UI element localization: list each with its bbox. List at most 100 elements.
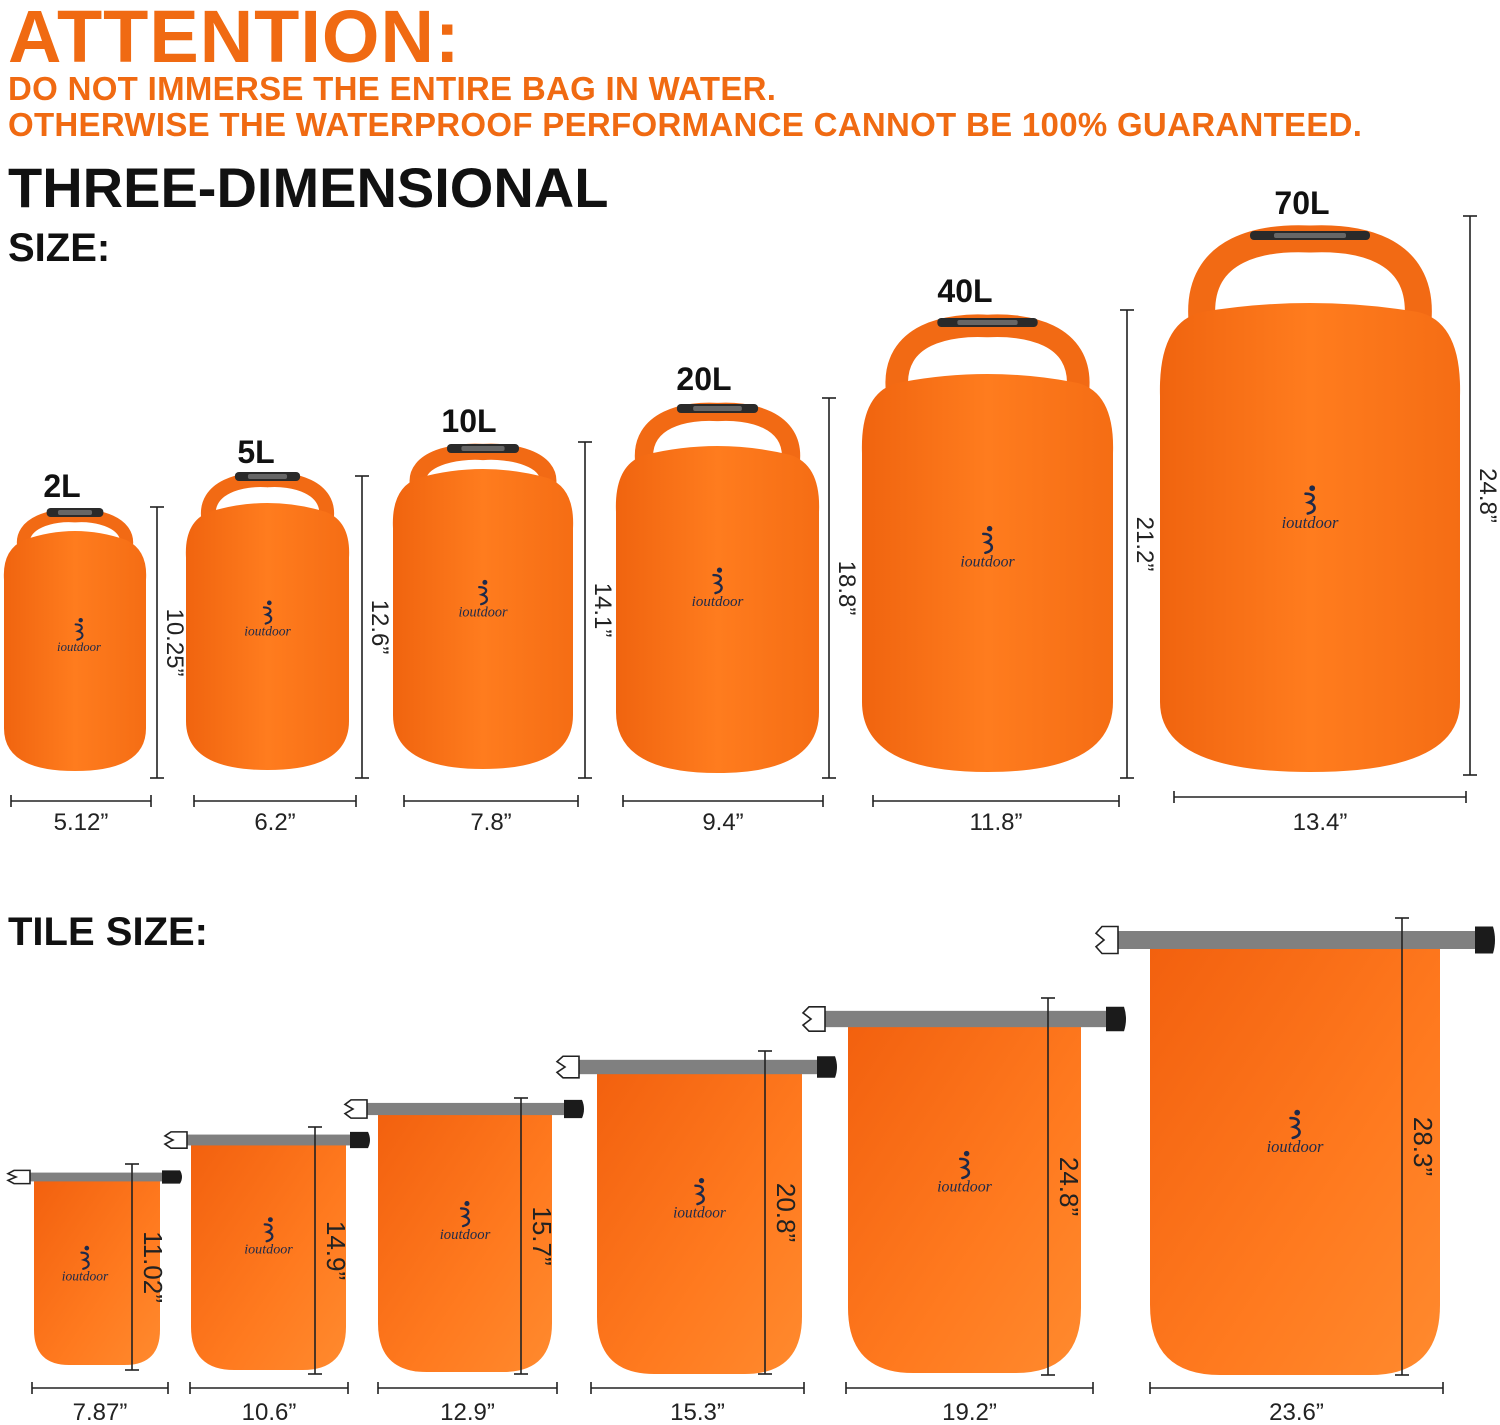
size-label: SIZE: bbox=[8, 226, 111, 270]
brand-text: ioutdoor bbox=[1267, 1137, 1324, 1156]
bag-3d-brand-logo-2: ioutdoor bbox=[458, 579, 508, 621]
bag-body bbox=[1150, 938, 1440, 1375]
width-label: 15.3” bbox=[670, 1399, 725, 1425]
tile-size-label: TILE SIZE: bbox=[8, 910, 208, 954]
bag-tile-1: ioutdoor 14.9” 10.6” bbox=[163, 1126, 370, 1425]
width-label: 5.12” bbox=[54, 809, 109, 836]
width-label: 19.2” bbox=[942, 1399, 997, 1425]
brand-icon bbox=[84, 1245, 90, 1251]
bag-body bbox=[848, 1015, 1081, 1373]
brand-figure-icon bbox=[478, 585, 489, 606]
brand-text: ioutdoor bbox=[244, 1242, 293, 1258]
bag-tile-brand-logo-2: ioutdoor bbox=[440, 1201, 491, 1243]
width-label: 9.4” bbox=[702, 809, 743, 836]
bag-tile-3: ioutdoor 20.8” 15.3” bbox=[555, 1050, 837, 1425]
buckle-male-icon bbox=[801, 1005, 826, 1033]
tile-size-bags: ioutdoor 11.02”7.87”ioutdoor 14.9”10.6”iou… bbox=[6, 917, 1495, 1425]
brand-figure-icon bbox=[1304, 492, 1316, 515]
height-label: 12.6” bbox=[366, 600, 393, 655]
width-label: 12.9” bbox=[440, 1399, 495, 1425]
brand-figure-icon bbox=[958, 1157, 971, 1180]
height-label: 20.8” bbox=[771, 1183, 801, 1242]
warning-line-1: DO NOT IMMERSE THE ENTIRE BAG IN WATER. bbox=[8, 70, 777, 107]
brand-text: ioutdoor bbox=[458, 605, 508, 621]
capacity-label: 20L bbox=[676, 361, 731, 397]
width-label: 13.4” bbox=[1293, 809, 1348, 836]
brand-text: ioutdoor bbox=[57, 640, 101, 654]
bag-tile-4: ioutdoor 24.8” 19.2” bbox=[801, 997, 1126, 1425]
bag-body bbox=[615, 446, 820, 773]
attention-title: ATTENTION: bbox=[8, 0, 461, 78]
brand-icon bbox=[716, 567, 723, 573]
brand-figure-icon bbox=[1289, 1116, 1301, 1140]
bag-body bbox=[34, 1174, 160, 1365]
bag-strap bbox=[30, 1172, 162, 1182]
height-label: 14.9” bbox=[321, 1221, 351, 1280]
height-label: 24.8” bbox=[1474, 468, 1500, 523]
brand-text: ioutdoor bbox=[692, 594, 744, 610]
bag-body bbox=[185, 503, 350, 770]
brand-icon bbox=[267, 1217, 273, 1223]
width-label: 7.8” bbox=[470, 809, 511, 836]
brand-figure-icon bbox=[459, 1207, 471, 1228]
height-label: 28.3” bbox=[1408, 1117, 1438, 1176]
bag-tile-brand-logo-0: ioutdoor bbox=[62, 1245, 109, 1284]
height-label: 21.2” bbox=[1131, 517, 1158, 572]
buckle-clip-icon bbox=[57, 510, 93, 515]
brand-text: ioutdoor bbox=[673, 1204, 726, 1221]
bag-3d-brand-logo-4: ioutdoor bbox=[960, 525, 1015, 570]
buckle-male-icon bbox=[163, 1131, 188, 1149]
warning-line-2: OTHERWISE THE WATERPROOF PERFORMANCE CAN… bbox=[8, 106, 1363, 143]
brand-text: ioutdoor bbox=[960, 553, 1015, 570]
height-label: 24.8” bbox=[1054, 1157, 1084, 1216]
brand-icon bbox=[464, 1201, 470, 1207]
bag-body bbox=[3, 531, 147, 771]
bag-body bbox=[191, 1136, 346, 1370]
brand-icon bbox=[1294, 1109, 1301, 1116]
height-label: 18.8” bbox=[833, 561, 860, 616]
buckle-male-icon bbox=[343, 1099, 368, 1119]
buckle-male-icon bbox=[555, 1055, 580, 1079]
three-dimensional-heading: THREE-DIMENSIONAL bbox=[8, 156, 609, 219]
brand-text: ioutdoor bbox=[937, 1179, 993, 1196]
bag-tile-5: ioutdoor 28.3” 23.6” bbox=[1094, 917, 1495, 1425]
bag-body bbox=[597, 1063, 802, 1374]
brand-text: ioutdoor bbox=[62, 1269, 109, 1284]
brand-figure-icon bbox=[263, 1223, 274, 1243]
buckle-female-icon bbox=[1106, 1006, 1126, 1032]
bag-tile-brand-logo-4: ioutdoor bbox=[937, 1150, 993, 1196]
bag-tile-brand-logo-5: ioutdoor bbox=[1267, 1109, 1324, 1156]
buckle-male-icon bbox=[6, 1169, 31, 1185]
bag-3d-1: ioutdoor 5L 12.6” 6.2” bbox=[185, 434, 393, 836]
brand-icon bbox=[986, 525, 993, 532]
bag-3d-brand-logo-5: ioutdoor bbox=[1282, 485, 1339, 532]
bag-3d-brand-logo-0: ioutdoor bbox=[57, 617, 101, 654]
bag-tile-2: ioutdoor 15.7” 12.9” bbox=[343, 1097, 584, 1425]
width-label: 10.6” bbox=[242, 1399, 297, 1425]
bag-strap bbox=[367, 1102, 564, 1116]
bag-tile-brand-logo-1: ioutdoor bbox=[244, 1217, 293, 1258]
bag-body bbox=[861, 374, 1114, 772]
bag-strap bbox=[579, 1059, 817, 1075]
bag-tile-0: ioutdoor 11.02” 7.87” bbox=[6, 1163, 182, 1425]
buckle-female-icon bbox=[817, 1056, 837, 1078]
bag-3d-2: ioutdoor 10L 14.1” 7.8” bbox=[392, 403, 616, 836]
buckle-female-icon bbox=[350, 1131, 370, 1149]
brand-text: ioutdoor bbox=[244, 623, 291, 638]
capacity-label: 40L bbox=[937, 273, 992, 309]
width-label: 6.2” bbox=[254, 809, 295, 836]
height-label: 14.1” bbox=[589, 583, 616, 638]
bag-strap bbox=[825, 1010, 1106, 1028]
bag-strap bbox=[1118, 931, 1475, 949]
brand-text: ioutdoor bbox=[440, 1227, 491, 1243]
bag-tile-brand-logo-3: ioutdoor bbox=[673, 1177, 726, 1221]
bag-strap bbox=[187, 1134, 350, 1146]
height-label: 10.25” bbox=[161, 608, 188, 676]
bag-3d-5: ioutdoor 70L 24.8” 13.4” bbox=[1159, 185, 1500, 836]
capacity-label: 5L bbox=[237, 434, 274, 470]
bag-3d-brand-logo-1: ioutdoor bbox=[244, 600, 291, 638]
brand-icon bbox=[963, 1150, 970, 1157]
capacity-label: 70L bbox=[1274, 185, 1329, 221]
three-dimensional-bags: ioutdoor 2L 10.25” 5.12” ioutdoor 5L 12.6” 6.2”… bbox=[3, 185, 1500, 836]
